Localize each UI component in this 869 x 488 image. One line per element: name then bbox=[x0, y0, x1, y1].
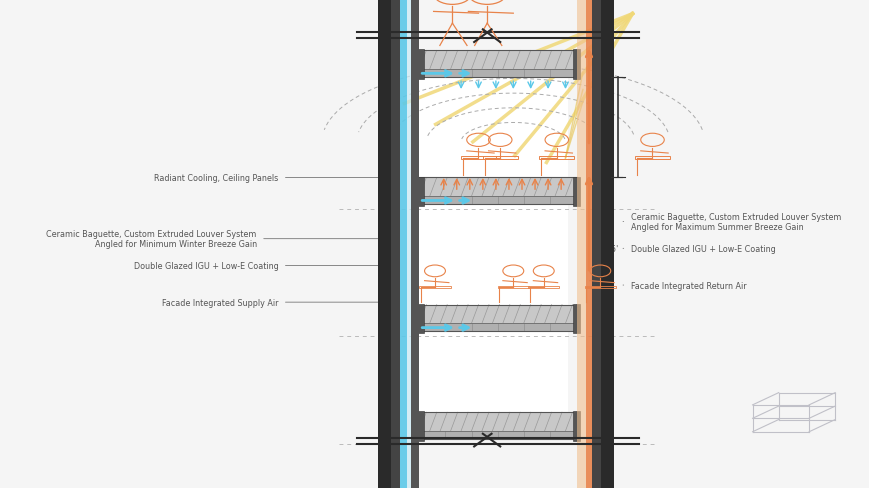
Bar bbox=[391, 0, 400, 488]
Bar bbox=[573, 304, 580, 333]
Bar bbox=[482, 157, 517, 160]
Text: Ceramic Baguette, Custom Extruded Louver System
Angled for Maximum Summer Breeze: Ceramic Baguette, Custom Extruded Louver… bbox=[630, 212, 840, 232]
Bar bbox=[497, 286, 528, 289]
Bar bbox=[407, 0, 410, 488]
Text: Ceramic Baguette, Custom Extruded Louver System
Angled for Minimum Winter Breeze: Ceramic Baguette, Custom Extruded Louver… bbox=[46, 229, 256, 249]
Bar bbox=[419, 305, 576, 324]
Bar bbox=[378, 0, 391, 488]
Bar bbox=[527, 286, 559, 289]
Text: Double Glazed IGU + Low-E Coating: Double Glazed IGU + Low-E Coating bbox=[630, 244, 774, 253]
Bar bbox=[419, 51, 576, 70]
Bar bbox=[419, 51, 567, 439]
Text: Facade Integrated Return Air: Facade Integrated Return Air bbox=[630, 281, 746, 290]
Bar bbox=[573, 411, 580, 441]
Bar bbox=[410, 0, 419, 488]
Bar bbox=[416, 411, 423, 441]
Text: Facade Integrated Supply Air: Facade Integrated Supply Air bbox=[162, 298, 278, 307]
Bar bbox=[600, 0, 614, 488]
Bar bbox=[461, 157, 495, 160]
Bar bbox=[573, 50, 580, 80]
Bar bbox=[400, 0, 407, 488]
Text: Double Glazed IGU + Low-E Coating: Double Glazed IGU + Low-E Coating bbox=[134, 262, 278, 270]
Bar bbox=[419, 197, 576, 204]
Bar bbox=[419, 431, 576, 439]
Bar bbox=[634, 157, 669, 160]
Bar bbox=[576, 0, 585, 488]
Bar bbox=[416, 50, 423, 80]
Bar bbox=[416, 304, 423, 333]
Text: Radiant Cooling, Ceiling Panels: Radiant Cooling, Ceiling Panels bbox=[154, 174, 278, 183]
Bar bbox=[416, 177, 423, 206]
Bar bbox=[419, 324, 576, 331]
Text: 15': 15' bbox=[606, 244, 618, 253]
Bar bbox=[584, 286, 615, 289]
Bar bbox=[419, 70, 576, 78]
Bar bbox=[592, 0, 600, 488]
Bar bbox=[419, 286, 450, 289]
Bar bbox=[419, 178, 576, 197]
Bar bbox=[585, 0, 592, 488]
Bar bbox=[539, 157, 574, 160]
Bar bbox=[419, 412, 576, 431]
Bar bbox=[573, 177, 580, 206]
